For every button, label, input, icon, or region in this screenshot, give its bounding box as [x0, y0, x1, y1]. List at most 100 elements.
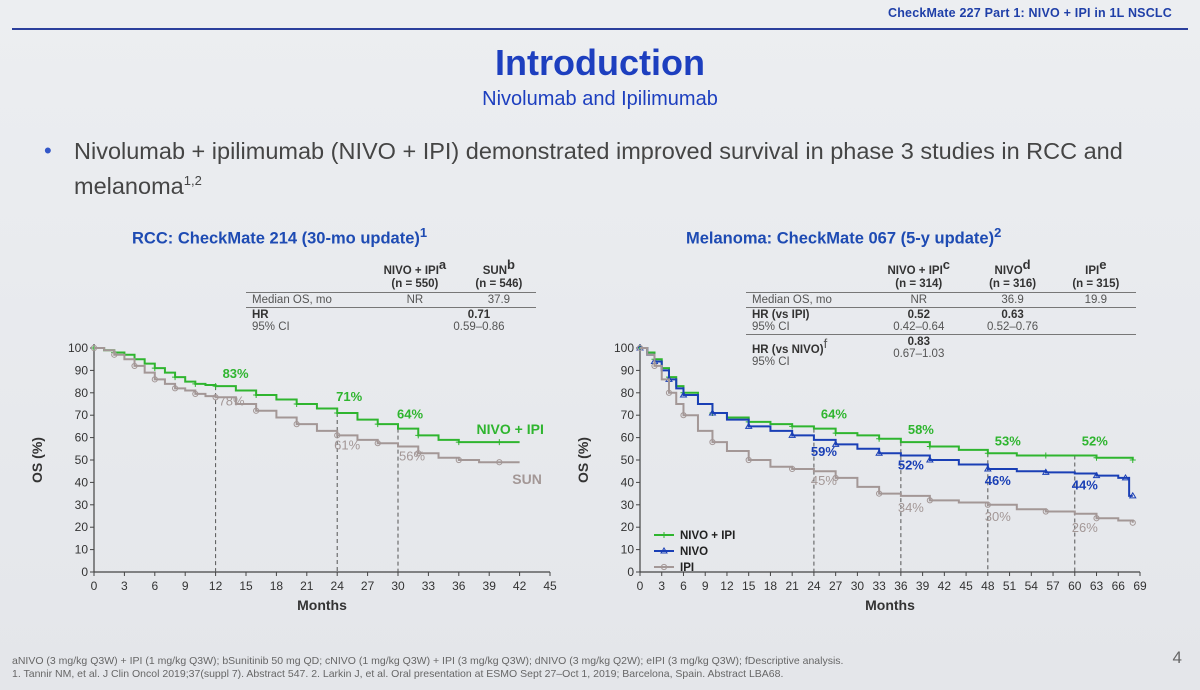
- censor-mark: [745, 456, 752, 464]
- legend-marker: [660, 547, 668, 554]
- rcc-col-nivo-ipi: NIVO + IPIa (n = 550): [383, 257, 447, 290]
- series-line-sun: [94, 347, 520, 464]
- x-tick-label: 48: [981, 579, 995, 593]
- censor-mark: [151, 365, 158, 372]
- rcc-chart-title: RCC: CheckMate 214 (30-mo update)1: [132, 225, 428, 248]
- mel-col-nivo: NIVOd (n = 316): [989, 257, 1037, 290]
- y-tick-label: 100: [68, 341, 88, 355]
- data-label: 61%: [334, 437, 360, 452]
- y-tick-label: 0: [627, 565, 634, 579]
- censor-mark: [984, 501, 991, 508]
- censor-mark: [212, 394, 219, 401]
- data-label: 71%: [336, 389, 362, 404]
- censor-mark: [172, 374, 179, 381]
- bullet-text: Nivolumab + ipilimumab (NIVO + IPI) demo…: [74, 138, 1123, 199]
- censor-mark: [926, 443, 933, 450]
- censor-mark: [212, 383, 219, 390]
- y-tick-label: 20: [621, 520, 635, 534]
- table-row: Median OS, mo NR 36.9 19.9: [746, 291, 1136, 308]
- x-tick-label: 0: [91, 579, 98, 593]
- series-line-nivo-ipi: [640, 347, 1134, 460]
- melanoma-stats-table: NIVO + IPIc (n = 314) NIVOd (n = 316) IPIe…: [746, 257, 1136, 369]
- data-label: 52%: [1082, 434, 1108, 449]
- y-tick-label: 100: [614, 341, 634, 355]
- y-tick-label: 10: [75, 543, 89, 557]
- footer-notes: aNIVO (3 mg/kg Q3W) + IPI (1 mg/kg Q3W);…: [12, 655, 1112, 681]
- censor-mark: [1092, 471, 1101, 479]
- legend-marker: [660, 563, 668, 571]
- table-row: HR (vs NIVO)f 95% CI 0.83 0.67–1.03: [746, 333, 1136, 369]
- x-tick-label: 3: [658, 579, 665, 593]
- y-tick-label: 20: [75, 520, 89, 534]
- data-label: 52%: [898, 458, 924, 473]
- censor-mark: [131, 362, 138, 370]
- censor-mark: [455, 456, 462, 464]
- x-tick-label: 12: [209, 579, 223, 593]
- censor-mark: [1042, 452, 1049, 459]
- y-tick-label: 10: [621, 543, 635, 557]
- x-tick-label: 63: [1090, 579, 1104, 593]
- y-tick-label: 30: [75, 498, 89, 512]
- x-tick-label: 21: [300, 579, 314, 593]
- rcc-stats-table: NIVO + IPIa (n = 550) SUNb (n = 546) Media…: [246, 257, 536, 334]
- censor-mark: [636, 344, 644, 352]
- y-tick-label: 40: [75, 475, 89, 489]
- x-tick-label: 30: [851, 579, 865, 593]
- censor-mark: [374, 440, 381, 447]
- censor-mark: [1041, 468, 1050, 475]
- censor-mark: [496, 459, 503, 466]
- censor-mark: [253, 407, 260, 414]
- footer-footnotes: aNIVO (3 mg/kg Q3W) + IPI (1 mg/kg Q3W);…: [12, 655, 844, 667]
- censor-mark: [496, 439, 503, 446]
- x-tick-label: 57: [1046, 579, 1060, 593]
- bullet-dot-icon: •: [44, 138, 52, 163]
- x-tick-label: 60: [1068, 579, 1082, 593]
- data-label: 30%: [985, 509, 1011, 524]
- x-tick-label: 45: [543, 579, 557, 593]
- censor-mark: [708, 408, 717, 416]
- x-tick-label: 12: [720, 579, 734, 593]
- censor-mark: [415, 450, 422, 457]
- x-tick-label: 69: [1133, 579, 1147, 593]
- series-label-nivo-ipi: NIVO + IPI: [477, 421, 544, 437]
- rcc-col-sun: SUNb (n = 546): [475, 257, 523, 290]
- x-tick-label: 30: [391, 579, 405, 593]
- x-tick-label: 33: [872, 579, 886, 593]
- censor-mark: [90, 344, 98, 352]
- legend-label: NIVO: [680, 546, 708, 558]
- data-label: 45%: [811, 473, 837, 488]
- y-tick-label: 70: [75, 408, 89, 422]
- censor-mark: [788, 431, 797, 438]
- plot-area: [94, 348, 550, 572]
- x-tick-label: 6: [680, 579, 687, 593]
- x-tick-label: 15: [742, 579, 756, 593]
- x-tick-label: 36: [452, 579, 466, 593]
- slide-subtitle: Nivolumab and Ipilimumab: [482, 88, 718, 110]
- data-label: 34%: [898, 500, 924, 515]
- censor-mark: [875, 449, 884, 456]
- censor-mark: [151, 376, 158, 383]
- x-tick-label: 51: [1003, 579, 1017, 593]
- censor-mark: [293, 401, 300, 407]
- x-tick-label: 33: [422, 579, 436, 593]
- x-tick-label: 6: [151, 579, 158, 593]
- x-tick-label: 21: [785, 579, 799, 593]
- censor-mark: [832, 430, 839, 437]
- censor-mark: [789, 465, 796, 473]
- censor-mark: [374, 421, 381, 428]
- x-tick-label: 27: [361, 579, 375, 593]
- censor-mark: [651, 362, 658, 370]
- censor-mark: [983, 464, 992, 472]
- y-tick-label: 80: [621, 386, 635, 400]
- censor-mark: [171, 385, 179, 392]
- y-tick-label: 0: [81, 565, 88, 579]
- censor-mark: [679, 391, 688, 398]
- censor-mark: [334, 409, 341, 416]
- series-label-sun: SUN: [512, 471, 542, 487]
- header-text: CheckMate 227 Part 1: NIVO + IPI in 1L N…: [887, 6, 1172, 20]
- censor-mark: [744, 422, 753, 429]
- censor-mark: [831, 440, 840, 447]
- censor-mark: [334, 432, 341, 439]
- x-tick-label: 36: [894, 579, 908, 593]
- censor-mark: [876, 490, 883, 497]
